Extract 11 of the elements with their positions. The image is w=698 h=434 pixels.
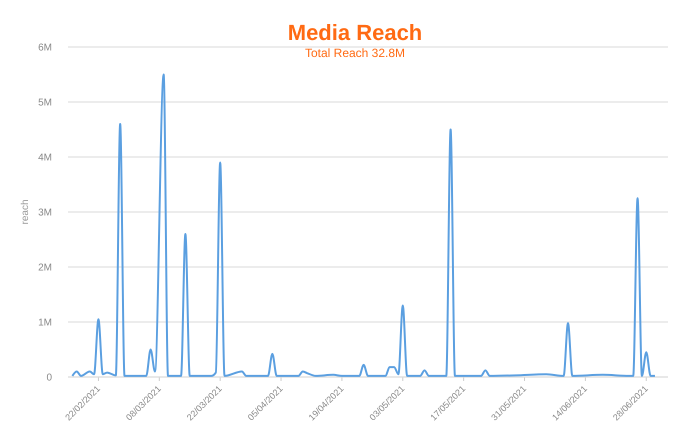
y-axis-title: reach xyxy=(20,199,31,225)
line-series xyxy=(71,74,656,377)
chart-title: Media Reach xyxy=(288,20,422,45)
y-tick-label: 0 xyxy=(46,372,52,384)
y-tick-label: 4M xyxy=(38,152,52,164)
y-tick-label: 1M xyxy=(38,318,52,328)
chart-subtitle: Total Reach 32.8M xyxy=(304,46,406,60)
y-tick-label: 3M xyxy=(38,208,52,218)
y-tick-label: 2M xyxy=(38,262,52,274)
y-tick-label: 5M xyxy=(38,98,52,108)
y-tick-label: 6M xyxy=(38,42,52,54)
